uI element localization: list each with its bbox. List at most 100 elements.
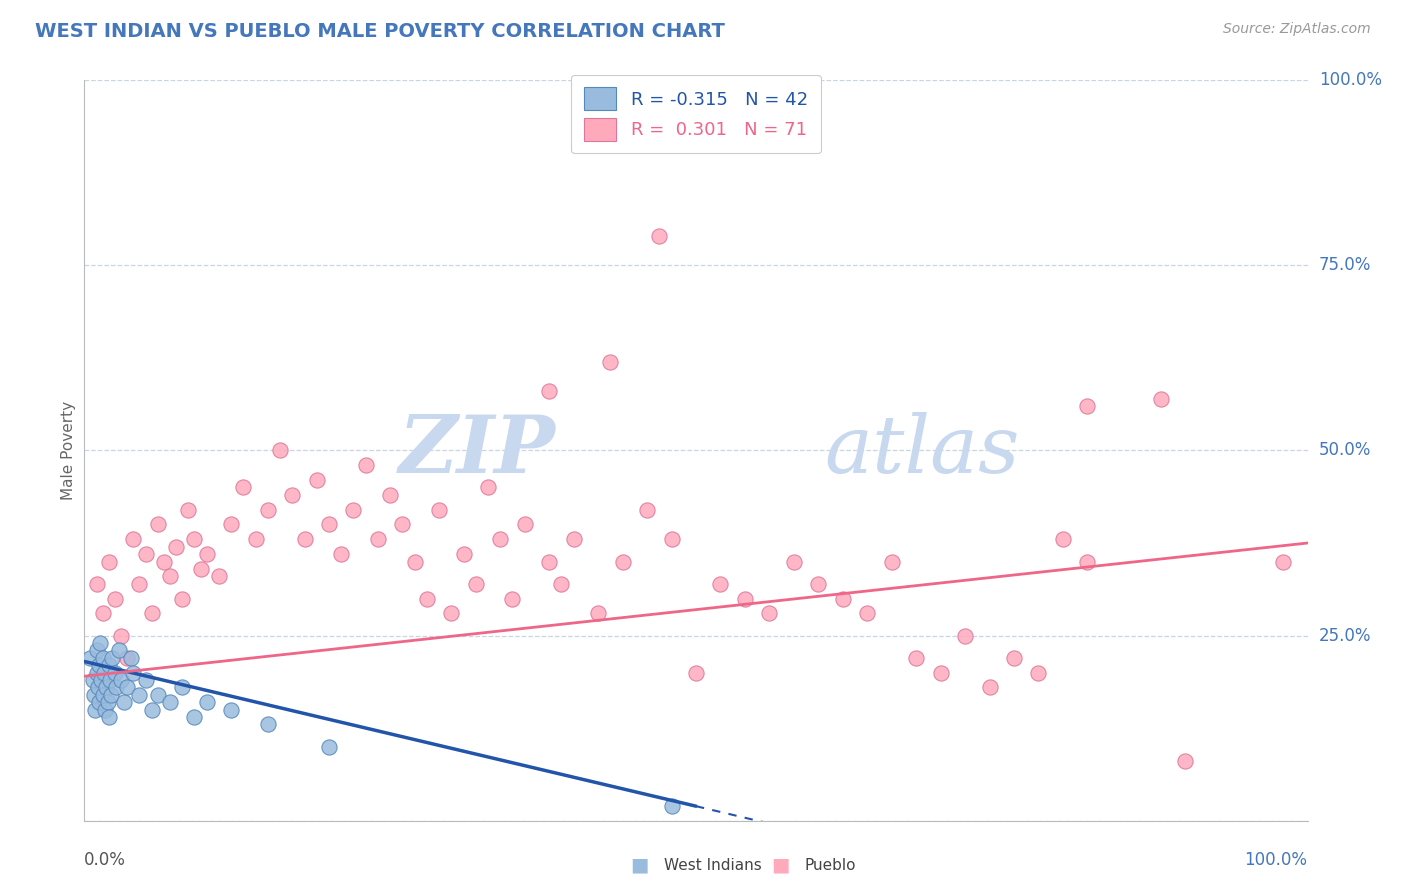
Text: atlas: atlas [824, 412, 1019, 489]
Point [1076, 555, 1098, 569]
Point [1076, 399, 1098, 413]
Point [135, 547, 157, 561]
Point [636, 502, 658, 516]
Point [97, 695, 120, 709]
Point [219, 703, 242, 717]
Point [91, 607, 114, 621]
Point [86, 576, 108, 591]
Point [120, 650, 142, 665]
Point [104, 665, 127, 680]
Point [709, 576, 731, 591]
Point [380, 488, 402, 502]
Point [128, 688, 150, 702]
Point [79, 650, 101, 665]
Point [330, 547, 353, 561]
Text: ZIP: ZIP [398, 412, 555, 489]
Point [831, 591, 853, 606]
Text: ■: ■ [770, 855, 790, 875]
Point [96, 681, 118, 695]
Point [219, 517, 242, 532]
Point [257, 502, 280, 516]
Point [648, 228, 671, 243]
Point [245, 533, 267, 547]
Point [513, 517, 536, 532]
Point [112, 695, 135, 709]
Point [453, 547, 475, 561]
Point [86, 643, 108, 657]
Point [586, 607, 609, 621]
Point [661, 798, 683, 813]
Point [599, 354, 621, 368]
Point [661, 533, 683, 547]
Point [128, 576, 150, 591]
Text: ■: ■ [630, 855, 650, 875]
Point [110, 673, 132, 687]
Point [190, 562, 212, 576]
Point [342, 502, 364, 516]
Point [1052, 533, 1074, 547]
Point [953, 628, 976, 642]
Point [562, 533, 585, 547]
Point [159, 569, 181, 583]
Point [141, 703, 163, 717]
Point [87, 681, 110, 695]
Point [84, 703, 107, 717]
Point [416, 591, 439, 606]
Y-axis label: Male Poverty: Male Poverty [60, 401, 76, 500]
Point [83, 688, 105, 702]
Point [318, 517, 340, 532]
Point [93, 665, 115, 680]
Point [115, 681, 138, 695]
Point [538, 384, 561, 399]
Point [783, 555, 806, 569]
Point [391, 517, 413, 532]
Point [159, 695, 181, 709]
Text: 100.0%: 100.0% [1244, 851, 1308, 869]
Point [183, 710, 205, 724]
Point [105, 681, 128, 695]
Point [91, 650, 114, 665]
Point [538, 555, 561, 569]
Text: 25.0%: 25.0% [1319, 626, 1371, 645]
Point [979, 681, 1001, 695]
Point [550, 576, 572, 591]
Point [440, 607, 463, 621]
Point [354, 458, 377, 473]
Point [905, 650, 928, 665]
Point [153, 555, 176, 569]
Point [294, 533, 316, 547]
Point [305, 473, 328, 487]
Point [489, 533, 512, 547]
Point [1174, 755, 1197, 769]
Point [208, 569, 231, 583]
Point [612, 555, 634, 569]
Point [758, 607, 780, 621]
Legend: R = -0.315   N = 42, R =  0.301   N = 71: R = -0.315 N = 42, R = 0.301 N = 71 [571, 75, 821, 153]
Point [89, 636, 111, 650]
Point [100, 688, 122, 702]
Point [734, 591, 756, 606]
Text: Source: ZipAtlas.com: Source: ZipAtlas.com [1223, 22, 1371, 37]
Point [929, 665, 952, 680]
Point [97, 555, 120, 569]
Point [91, 688, 114, 702]
Point [122, 665, 145, 680]
Point [97, 710, 120, 724]
Point [165, 540, 187, 554]
Point [1272, 555, 1295, 569]
Text: WEST INDIAN VS PUEBLO MALE POVERTY CORRELATION CHART: WEST INDIAN VS PUEBLO MALE POVERTY CORRE… [35, 22, 725, 41]
Point [172, 591, 194, 606]
Point [177, 502, 200, 516]
Point [257, 717, 280, 731]
Point [685, 665, 707, 680]
Point [318, 739, 340, 754]
Point [135, 673, 157, 687]
Point [87, 658, 110, 673]
Point [90, 673, 112, 687]
Point [856, 607, 879, 621]
Point [464, 576, 486, 591]
Point [110, 628, 132, 642]
Point [141, 607, 163, 621]
Point [98, 673, 121, 687]
Point [1028, 665, 1050, 680]
